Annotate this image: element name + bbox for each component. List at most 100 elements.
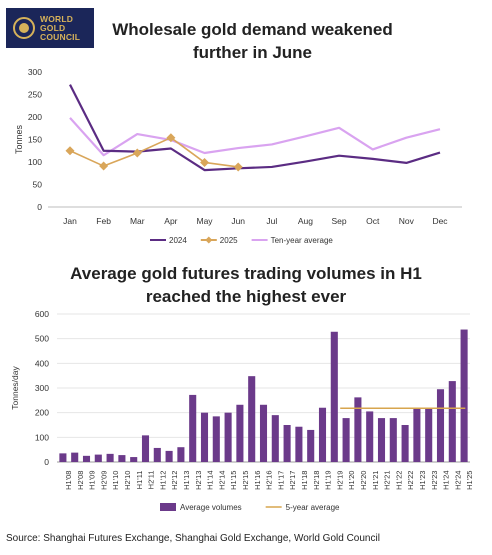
x-tick-label: Oct — [366, 216, 380, 226]
x-tick-label: H1'24 — [442, 471, 451, 490]
x-tick-label: H1'23 — [418, 471, 427, 490]
bar-H2'15 — [236, 404, 244, 462]
data-point-2025 — [65, 146, 75, 156]
bar-H2'11 — [141, 435, 150, 462]
bar-H1'25 — [460, 329, 468, 462]
wholesale-demand-line-chart: 0 50 100 150 200 250 300 Tonnes Jan Feb Mar Apr May J… — [14, 67, 462, 245]
bar-H2'17 — [283, 425, 291, 462]
data-point-2025 — [200, 157, 210, 167]
bar-H1'11 — [130, 457, 138, 462]
bar-H2'22 — [401, 425, 409, 462]
x-tick-label: H2'21 — [383, 471, 392, 490]
x-tick-label: H1'18 — [300, 471, 309, 490]
chart2-title: Average gold futures trading volumes in … — [70, 264, 422, 306]
y-tick-label: 200 — [35, 408, 49, 418]
x-tick-label: H2'23 — [430, 471, 439, 490]
x-tick-label: H1'11 — [135, 471, 144, 490]
legend-swatch — [160, 503, 176, 511]
x-tick-label: H1'14 — [206, 471, 215, 490]
bar-H2'10 — [118, 455, 126, 462]
source-note: Source: Shanghai Futures Exchange, Shang… — [6, 533, 380, 544]
x-tick-label: H1'08 — [64, 471, 73, 490]
series-line-2025 — [69, 136, 239, 168]
bar-H2'13 — [189, 394, 197, 462]
bar-H1'14 — [200, 412, 209, 462]
x-tick-label: H2'11 — [147, 471, 156, 490]
bar-H1'22 — [389, 418, 397, 462]
x-tick-label: May — [197, 216, 214, 226]
bar-H2'08 — [71, 452, 79, 462]
x-tick-label: Aug — [298, 216, 313, 226]
bar-H2'20 — [354, 397, 362, 462]
data-point-2025 — [99, 161, 109, 171]
bar-H1'13 — [177, 447, 185, 462]
x-tick-label: H2'09 — [99, 471, 108, 490]
x-tick-label: Jul — [266, 216, 277, 226]
bar-H1'17 — [271, 415, 279, 462]
bar-H1'23 — [413, 407, 421, 462]
bar-H1'21 — [366, 411, 374, 462]
y-tick-label: 0 — [37, 202, 42, 212]
x-tick-label: H1'19 — [324, 471, 333, 490]
legend-label: 2024 — [169, 236, 187, 245]
legend-label: 5-year average — [286, 503, 340, 512]
bar-H2'16 — [259, 404, 268, 462]
logo-text: WORLD GOLD COUNCIL — [40, 13, 81, 42]
y-tick-label: 150 — [28, 135, 42, 145]
y-tick-label: 500 — [35, 334, 49, 344]
bar-H1'08 — [59, 453, 67, 462]
y-axis-label: Tonnes — [14, 124, 24, 154]
legend-label: Ten-year average — [271, 236, 334, 245]
y-tick-label: 300 — [28, 67, 42, 77]
bar-H2'18 — [307, 429, 315, 462]
legend-marker — [205, 236, 213, 244]
x-tick-label: H2'12 — [170, 471, 179, 490]
series-line-ten-year-average — [69, 117, 441, 157]
x-tick-label: Mar — [130, 216, 145, 226]
logo-line-2: GOLD — [40, 22, 66, 33]
y-tick-label: 200 — [28, 112, 42, 122]
x-tick-label: H2'20 — [359, 471, 368, 490]
bar-H2'21 — [377, 418, 386, 462]
bar-H2'12 — [165, 450, 173, 462]
x-tick-label: H2'15 — [241, 471, 250, 490]
bar-H1'20 — [342, 418, 350, 462]
logo-line-3: COUNCIL — [40, 31, 81, 42]
bar-H2'14 — [212, 416, 220, 462]
x-tick-label: H1'15 — [229, 471, 238, 490]
x-tick-label: H2'14 — [217, 471, 226, 490]
x-tick-label: H2'08 — [76, 471, 85, 490]
chart1-title: Wholesale gold demand weakened further i… — [112, 20, 393, 62]
bar-H2'09 — [94, 454, 102, 462]
y-tick-label: 250 — [28, 90, 42, 100]
x-tick-label: H1'10 — [111, 471, 120, 490]
logo-line-1: WORLD — [40, 13, 74, 24]
x-tick-label: H1'13 — [182, 471, 191, 490]
x-tick-label: Nov — [399, 216, 415, 226]
logo-emblem-icon — [13, 17, 35, 39]
bar-H1'10 — [106, 453, 114, 462]
y-tick-label: 50 — [33, 180, 43, 190]
x-tick-label: H1'21 — [371, 471, 380, 490]
x-tick-label: Feb — [96, 216, 111, 226]
bar-H1'18 — [295, 426, 303, 462]
x-tick-label: H1'20 — [347, 471, 356, 490]
x-tick-label: H1'12 — [158, 471, 167, 490]
x-tick-label: H2'13 — [194, 471, 203, 490]
y-tick-label: 100 — [28, 157, 42, 167]
data-point-2025 — [132, 148, 142, 158]
x-tick-label: H2'22 — [406, 471, 415, 490]
bar-H1'16 — [248, 376, 256, 462]
y-tick-label: 0 — [44, 457, 49, 467]
y-axis-label: Tonnes/day — [10, 366, 20, 410]
x-tick-label: H2'16 — [265, 471, 274, 490]
y-tick-label: 400 — [35, 358, 49, 368]
x-tick-label: Sep — [332, 216, 347, 226]
bar-H2'24 — [448, 381, 456, 462]
legend-label: 2025 — [220, 236, 238, 245]
x-tick-label: H1'25 — [465, 471, 474, 490]
bar-H1'19 — [318, 407, 327, 462]
x-tick-label: Dec — [432, 216, 448, 226]
bar-H1'15 — [224, 412, 232, 462]
